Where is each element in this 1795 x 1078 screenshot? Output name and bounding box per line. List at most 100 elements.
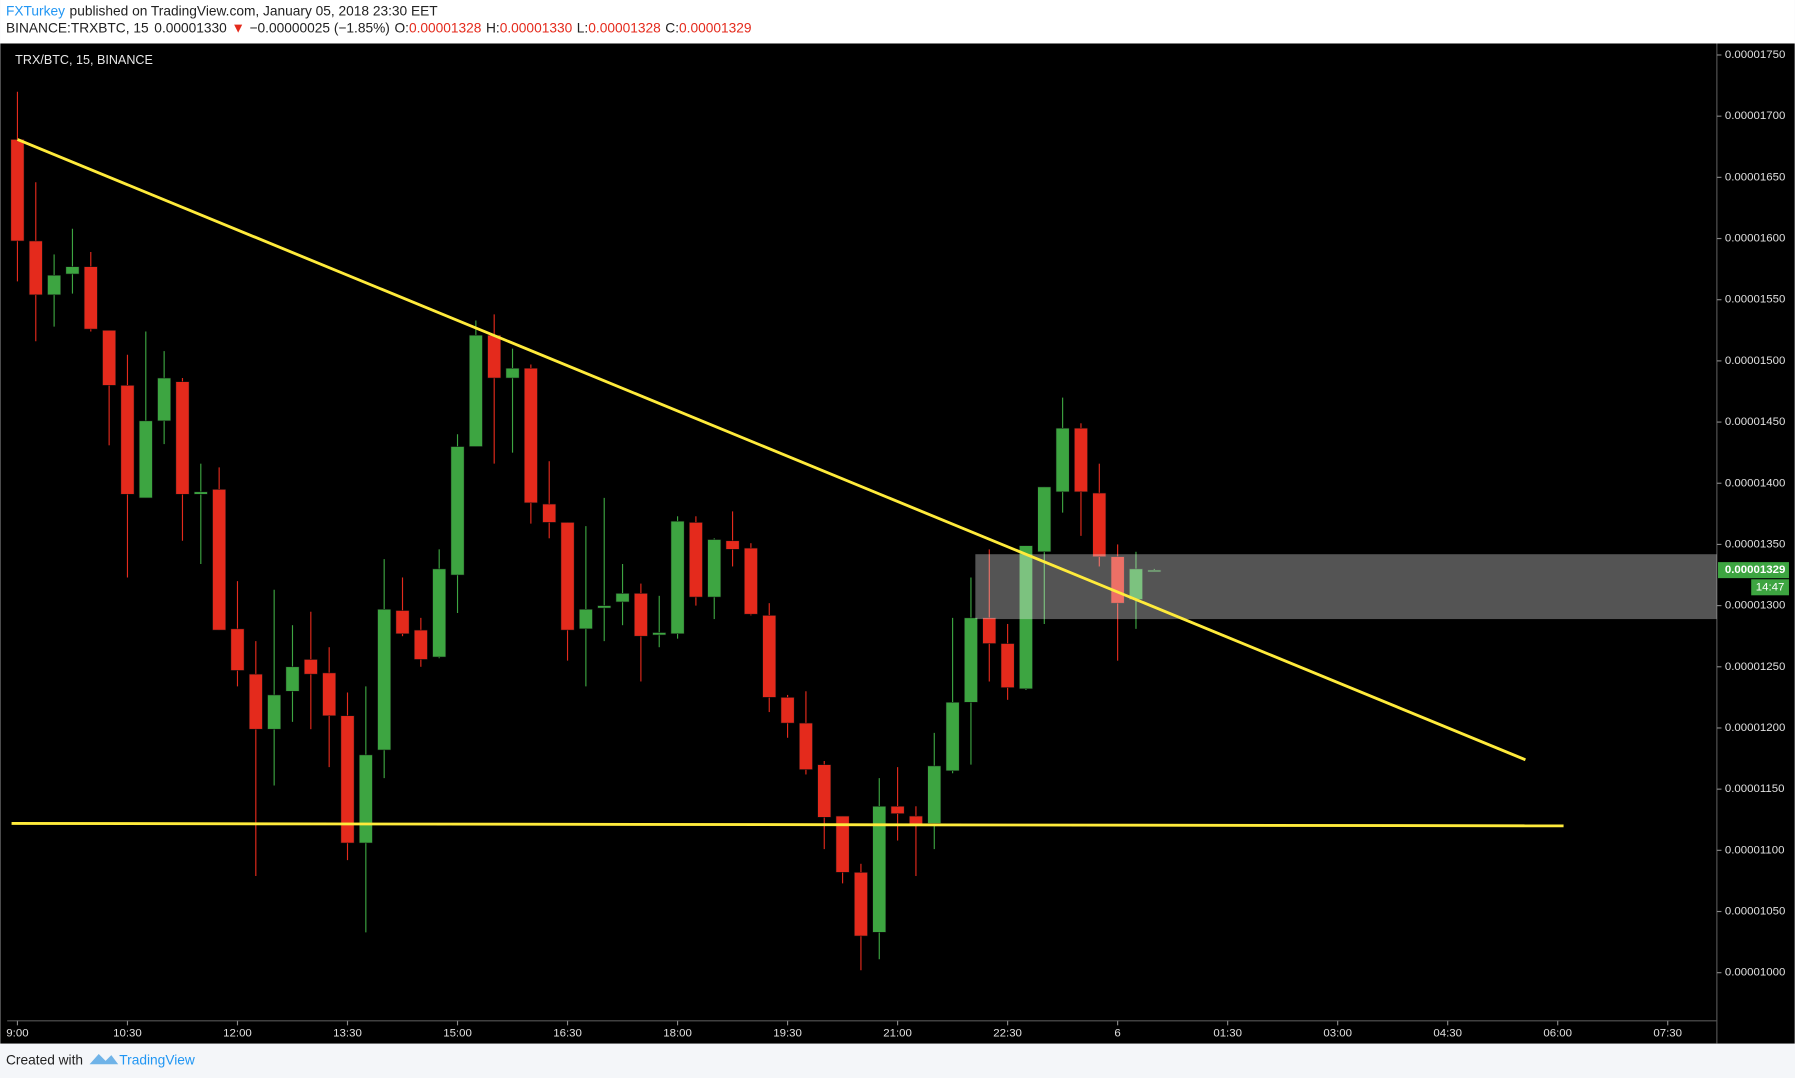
candle-body (633, 593, 648, 637)
y-tick-label: 0.00001300 (1725, 600, 1785, 612)
candle-body (542, 503, 557, 523)
candle-body (102, 330, 117, 386)
y-tick-label: 0.00001150 (1725, 783, 1785, 795)
candle-body (450, 446, 465, 576)
candle-body (193, 491, 208, 495)
footer-bg (0, 1043, 1795, 1078)
x-tick-label: 21:00 (883, 1027, 912, 1039)
candle-body (890, 805, 905, 814)
price-badge-label: 0.00001329 (1725, 564, 1785, 576)
candle-body (762, 615, 777, 698)
x-tick-label: 15:00 (443, 1027, 472, 1039)
l-label: L: (577, 20, 588, 35)
candle-body (248, 673, 263, 730)
y-tick-label: 0.00001550 (1725, 294, 1785, 306)
y-tick-label: 0.00001700 (1725, 110, 1785, 122)
candle-body (138, 420, 153, 499)
candle-body (468, 334, 483, 447)
x-tick-label: 07:30 (1653, 1027, 1682, 1039)
candle-body (560, 522, 575, 631)
candle-body (267, 694, 282, 730)
candle-body (854, 872, 868, 937)
candle-body (670, 520, 685, 635)
x-tick-label: 9:00 (6, 1027, 28, 1039)
candle-body (1074, 427, 1088, 493)
y-tick-label: 0.00001450 (1725, 416, 1785, 428)
candle-body (799, 722, 813, 770)
y-tick-label: 0.00001400 (1725, 477, 1785, 489)
candle-body (83, 266, 98, 330)
x-tick-label: 13:30 (333, 1027, 362, 1039)
o-label: O: (394, 20, 408, 35)
arrow: ▼ (231, 20, 245, 35)
x-tick-label: 12:00 (223, 1027, 252, 1039)
y-tick-label: 0.00001600 (1725, 233, 1785, 245)
candle-body (505, 367, 520, 379)
y-tick-label: 0.00001100 (1725, 844, 1785, 856)
candle-body (1147, 569, 1162, 573)
candle-body (523, 367, 538, 504)
candle-body (817, 764, 832, 818)
candle-body (487, 334, 502, 379)
candle-body (872, 805, 887, 933)
candle-body (780, 697, 795, 724)
countdown: 14:47 (1756, 581, 1785, 593)
published: published on TradingView.com, January 05… (70, 3, 439, 18)
candle-body (10, 139, 25, 242)
candle-body (413, 629, 428, 660)
o: 0.00001328 (409, 20, 482, 35)
candle-body (340, 715, 355, 844)
c: 0.00001329 (679, 20, 751, 35)
y-tick-label: 0.00001750 (1725, 49, 1785, 61)
y-tick-label: 0.00001500 (1725, 355, 1785, 367)
l: 0.00001328 (588, 20, 661, 35)
candle-body (578, 608, 593, 630)
x-tick-label: 01:30 (1213, 1027, 1242, 1039)
candle-body (120, 385, 135, 495)
x-tick-label: 22:30 (993, 1027, 1022, 1039)
candle-body (230, 628, 245, 671)
y-tick-label: 0.00001350 (1725, 538, 1785, 550)
candle-body (707, 539, 722, 598)
candle-body (597, 605, 612, 609)
candle-body (303, 659, 318, 675)
chart-title: TRX/BTC, 15, BINANCE (15, 53, 153, 67)
x-tick-label: 16:30 (553, 1027, 582, 1039)
chart-bg (0, 43, 1795, 1044)
candle-body (175, 381, 190, 495)
candle-body (1000, 643, 1015, 688)
candle-body (432, 568, 447, 658)
candle-body (725, 540, 740, 550)
x-tick-label: 06:00 (1543, 1027, 1572, 1039)
header-line: FXTurkey published on TradingView.com, Ja… (6, 3, 438, 18)
x-tick-label: 03:00 (1323, 1027, 1352, 1039)
change: −0.00000025 (−1.85%) (250, 20, 390, 35)
candle-body (377, 608, 392, 751)
price-badge (1718, 562, 1789, 579)
symbol: BINANCE:TRXBTC, 15 (6, 20, 149, 35)
candle-body (652, 632, 667, 636)
candle-body (395, 610, 410, 635)
countdown-badge (1751, 579, 1789, 596)
y-tick-label: 0.00001200 (1725, 722, 1785, 734)
brand[interactable]: TradingView (119, 1052, 195, 1067)
candle-body (1055, 427, 1070, 493)
created-with: Created with (6, 1052, 83, 1067)
trendline (11, 821, 1564, 828)
candle-body (28, 240, 43, 296)
last: 0.00001330 (154, 20, 227, 35)
x-tick-label: 18:00 (663, 1027, 692, 1039)
candle-body (615, 593, 630, 603)
y-tick-label: 0.00001650 (1725, 171, 1785, 183)
candle-body (835, 815, 850, 873)
zone (975, 554, 1717, 620)
candle-body (1019, 545, 1033, 690)
candle-body (358, 754, 373, 844)
candle-body (65, 266, 80, 275)
x-tick-label: 19:30 (773, 1027, 802, 1039)
candle-body (945, 701, 960, 772)
author[interactable]: FXTurkey (6, 3, 65, 18)
candle-body (212, 489, 227, 631)
